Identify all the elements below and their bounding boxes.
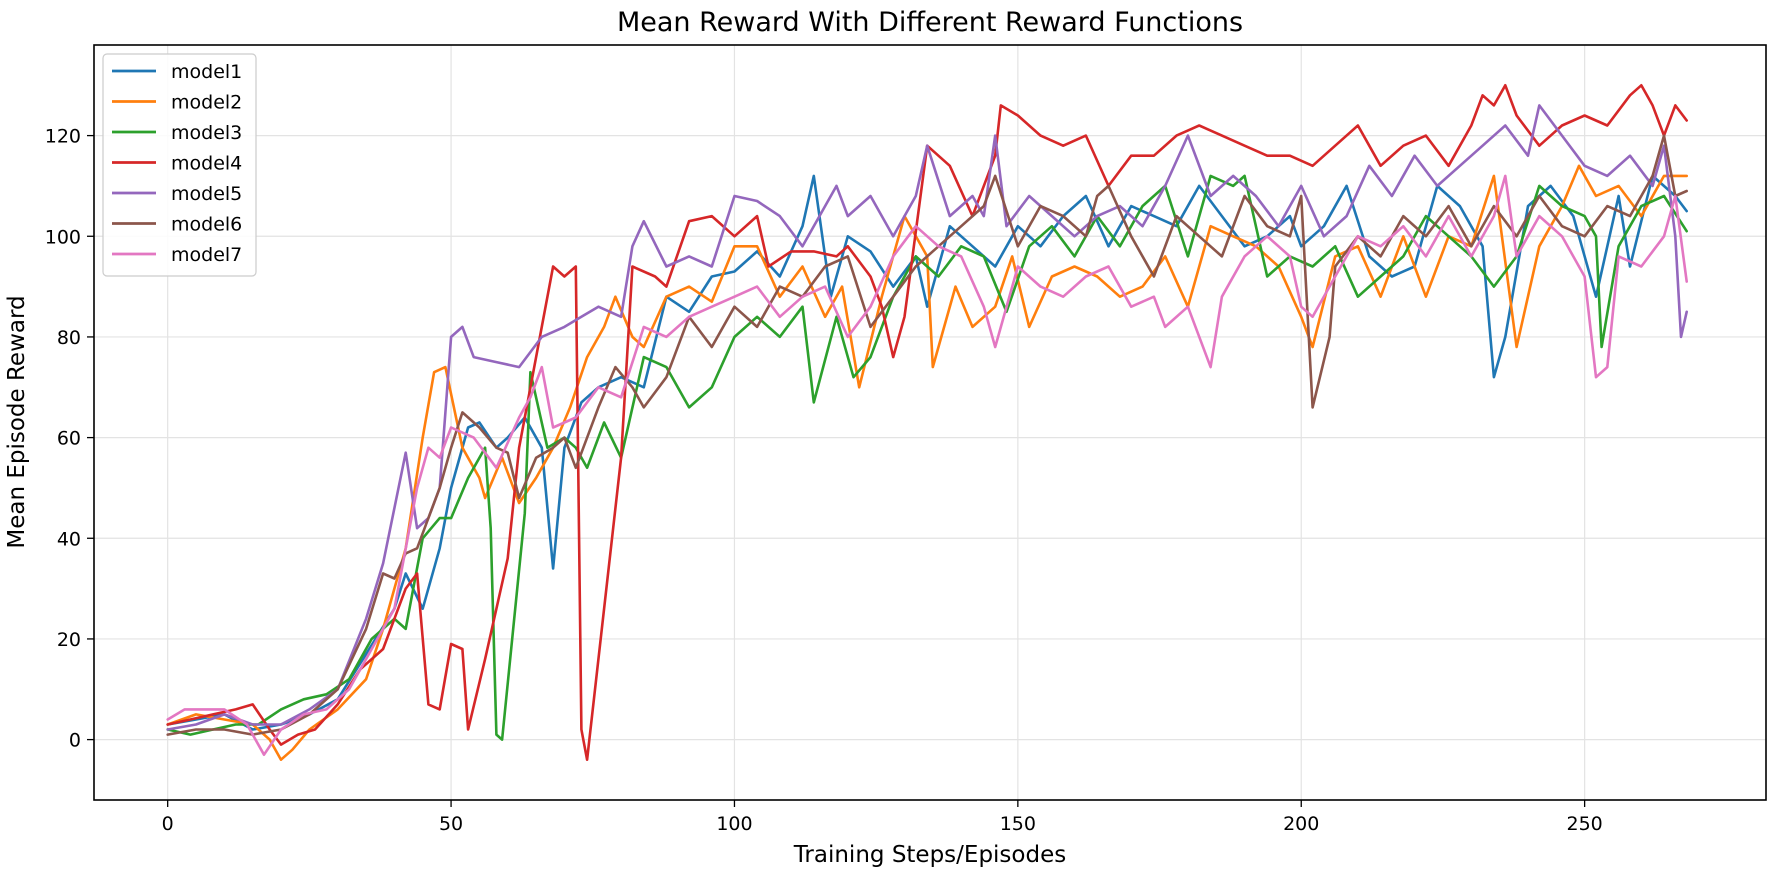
x-tick-label: 100	[716, 813, 752, 835]
legend-label-model1: model1	[171, 61, 242, 83]
legend-label-model7: model7	[171, 244, 242, 266]
legend-label-model2: model2	[171, 92, 242, 114]
y-tick-label: 80	[57, 327, 81, 349]
legend-label-model4: model4	[171, 153, 242, 175]
series-lines	[166, 84, 1688, 761]
x-tick-label: 250	[1566, 813, 1602, 835]
plot-background	[94, 45, 1766, 800]
x-tick-label: 150	[1000, 813, 1036, 835]
y-axis-label: Mean Episode Reward	[4, 295, 30, 548]
legend-label-model5: model5	[171, 183, 242, 205]
series-line-model2	[166, 164, 1688, 761]
series-line-model3	[166, 174, 1688, 741]
x-axis-ticks: 0 50 100 150 200 250	[162, 800, 1603, 835]
legend-label-model6: model6	[171, 214, 242, 236]
plot-frame	[93, 44, 1767, 801]
y-tick-label: 60	[57, 428, 81, 450]
x-tick-label: 0	[162, 813, 174, 835]
chart-title: Mean Reward With Different Reward Functi…	[617, 7, 1243, 38]
y-tick-label: 0	[69, 730, 81, 752]
y-axis-ticks: 0 20 40 60 80 100 120	[45, 126, 94, 752]
x-tick-label: 50	[439, 813, 463, 835]
y-tick-label: 120	[45, 126, 81, 148]
x-axis-label: Training Steps/Episodes	[793, 842, 1066, 868]
y-tick-label: 20	[57, 629, 81, 651]
legend-box	[102, 53, 257, 277]
y-tick-label: 100	[45, 226, 81, 248]
legend: model1 model2 model3 model4 model5 model6 mode…	[102, 53, 257, 277]
series-line-model7	[166, 174, 1688, 756]
legend-label-model3: model3	[171, 122, 242, 144]
series-line-model6	[166, 134, 1688, 736]
x-tick-label: 200	[1283, 813, 1319, 835]
y-tick-label: 40	[57, 528, 81, 550]
